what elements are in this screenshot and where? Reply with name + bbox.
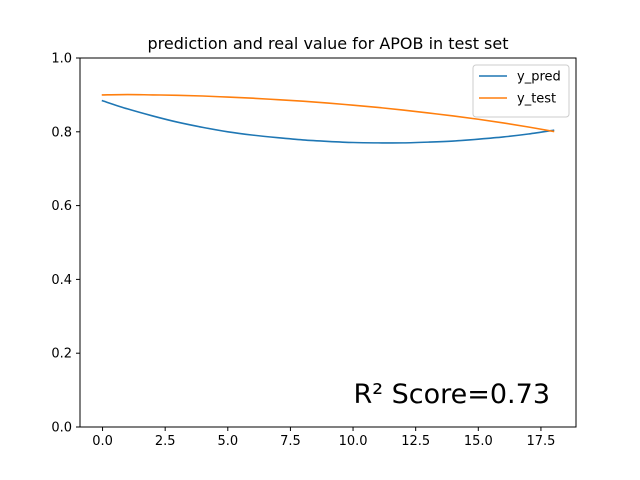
x-tick-label: 15.0: [464, 434, 493, 449]
series-lines: [101, 93, 555, 144]
axes: 0.0 2.5 5.0 7.5 10.0 12.5 15.0 17.5 0.0 0.2 0.4 0.6…: [51, 52, 555, 450]
x-tick-label: 12.5: [401, 434, 430, 449]
y-tick-label: 0.6: [51, 199, 72, 214]
legend-box: [472, 64, 570, 118]
legend-label: y_test: [517, 92, 556, 107]
x-tick-label: 2.5: [155, 434, 176, 449]
legend-label: y_pred: [517, 70, 561, 85]
x-tick-label: 0.0: [92, 434, 113, 449]
legend: y_pred y_test: [472, 64, 570, 118]
y-tick-label: 1.0: [51, 52, 72, 67]
series-line-y-pred: [101, 99, 555, 144]
x-tick-label: 10.0: [339, 434, 368, 449]
x-tick-label: 7.5: [280, 434, 301, 449]
r2-score-annotation: R² Score=0.73: [353, 379, 550, 410]
chart-title: prediction and real value for APOB in te…: [147, 34, 508, 53]
y-tick-label: 0.8: [51, 125, 72, 140]
plot-frame: [79, 57, 577, 428]
x-tick-label: 17.5: [526, 434, 555, 449]
y-tick-label: 0.2: [51, 347, 72, 362]
y-tick-label: 0.4: [51, 273, 72, 288]
y-tick-label: 0.0: [51, 421, 72, 436]
series-line-y-test: [101, 93, 555, 133]
x-tick-label: 5.0: [217, 434, 238, 449]
